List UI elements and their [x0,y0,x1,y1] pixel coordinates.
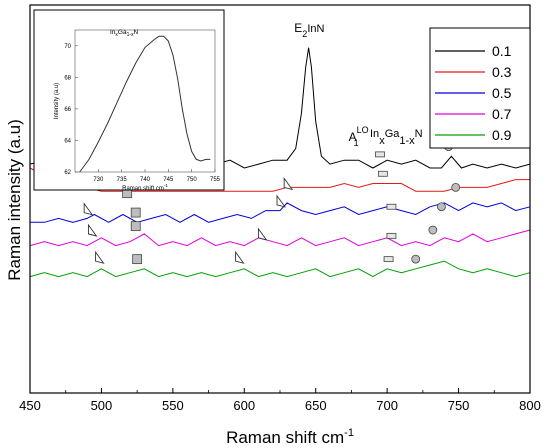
series-line-0.3 [29,167,530,192]
triangle-marker [283,177,294,191]
rect-marker [386,232,397,239]
inset-x-tick-label: 730 [93,177,104,183]
triangle-marker [257,227,268,241]
circle-marker [437,202,446,212]
inset-y-tick-label: 68 [64,75,71,81]
inset-x-tick-label: 740 [140,177,151,183]
legend-label-0.1: 0.1 [492,43,512,59]
legend-label-0.5: 0.5 [492,85,512,101]
x-axis-title: Raman shift cm-1 [226,427,354,447]
x-tick-label: 750 [448,398,470,413]
triangle-marker [276,194,287,208]
inset-y-tick-label: 62 [64,170,71,176]
series-line-0.5 [30,202,531,223]
legend-label-0.7: 0.7 [492,106,512,122]
inset-x-tick-label: 735 [117,177,128,183]
x-tick-label: 700 [376,398,398,413]
square-marker [132,254,143,265]
legend: 0.1 0.3 0.5 0.7 0.9 [429,27,531,149]
legend-label-0.9: 0.9 [492,127,512,143]
y-axis-title: Raman intensity (a.u) [5,119,24,281]
inset-x-tick-label: 745 [163,177,174,183]
inset-line [79,35,211,173]
square-marker [130,207,141,218]
x-tick-label: 800 [519,398,541,413]
triangle-marker [87,223,98,237]
x-tick-label: 450 [19,398,41,413]
inset-y-tick-label: 66 [64,107,71,113]
circle-marker [428,225,438,235]
rect-marker [383,256,394,263]
peak-label-e2-inn-peak: E2InN [294,21,324,39]
inset-box [33,9,225,191]
inset-y-tick-label: 64 [64,138,71,144]
square-marker [130,221,141,232]
triangle-marker [83,202,94,216]
x-tick-label: 550 [162,398,184,413]
series-line-0.9 [29,260,531,278]
inset-x-tick-label: 755 [210,177,221,183]
triangle-marker [235,250,245,264]
rect-marker [377,170,388,177]
series-line-0.7 [29,229,531,247]
inset-chart: 730 735 740 745 750 755 62 64 66 68 70 InxGa1-xN Ram… [33,9,225,192]
triangle-marker [95,250,105,264]
circle-marker [451,182,461,192]
x-axis: 450 500 550 600 650 700 750 800 [19,388,541,413]
x-tick-label: 500 [91,398,113,413]
legend-label-0.3: 0.3 [492,64,512,80]
peak-label-ingan: InxGa1-xN [370,128,423,147]
inset-x-axis-title: Raman shift cm-1 [122,183,168,192]
circle-marker [411,254,421,264]
peak-label-a1lo: ALO 1 [349,125,369,148]
x-tick-label: 650 [305,398,327,413]
inset-y-tick-label: 70 [64,44,71,50]
rect-marker [375,151,385,158]
inset-y-axis-title: Intensity (a.u) [54,83,60,119]
inset-x-tick-label: 750 [187,177,198,183]
legend-box [429,27,531,149]
inset-title: InxGa1-xN [110,29,139,38]
x-tick-label: 600 [233,398,255,413]
rect-marker [386,203,397,210]
